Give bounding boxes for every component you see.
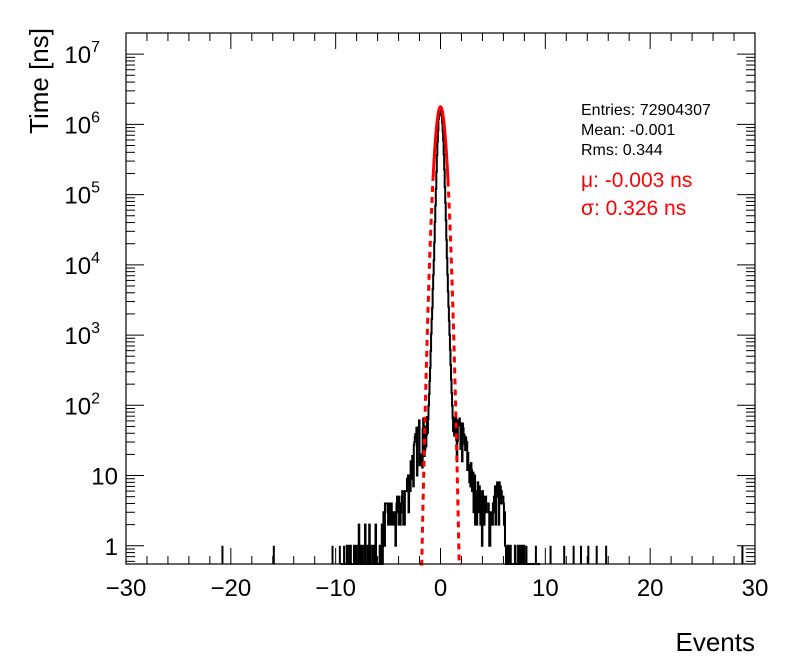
- x-tick-label: 0: [434, 575, 447, 602]
- stats-box: Entries: 72904307 Mean: -0.001 Rms: 0.34…: [581, 102, 711, 159]
- x-tick-label: 20: [637, 575, 664, 602]
- fit-curve-right-tail: [446, 180, 461, 566]
- y-tick-label-text: 106: [64, 109, 100, 139]
- x-tick-label: 30: [742, 575, 769, 602]
- y-tick-labels: 1 10 102 103 104 105 106 107: [64, 39, 118, 561]
- y-tick-label-text: 103: [64, 320, 100, 350]
- y-tick-label: 10: [91, 464, 118, 491]
- y-tick-label: 102: [64, 390, 100, 420]
- fit-mu-label: μ: -0.003 ns: [581, 169, 692, 192]
- y-tick-label: 1: [105, 534, 118, 561]
- y-tick-label-text: 104: [64, 250, 100, 280]
- stats-entries: Entries: 72904307: [581, 102, 711, 119]
- y-tick-label: 103: [64, 320, 100, 350]
- x-axis-title: Events: [676, 627, 756, 657]
- fit-results: μ: -0.003 ns σ: 0.326 ns: [581, 169, 692, 220]
- stats-rms: Rms: 0.344: [581, 142, 663, 159]
- stats-mean: Mean: -0.001: [581, 122, 675, 139]
- y-tick-label-text: 102: [64, 390, 100, 420]
- y-tick-label: 104: [64, 250, 100, 280]
- y-tick-label-text: 107: [64, 39, 100, 69]
- x-tick-label: −10: [315, 575, 356, 602]
- fit-sigma-label: σ: 0.326 ns: [581, 197, 686, 220]
- x-tick-label: −30: [106, 575, 147, 602]
- y-tick-label-text: 1: [105, 534, 118, 561]
- x-tick-label: −20: [210, 575, 251, 602]
- x-tick-labels: −30 −20 −10 0 10 20 30: [106, 575, 769, 602]
- y-axis-title: Time [ns]: [24, 28, 54, 134]
- y-tick-label: 107: [64, 39, 100, 69]
- y-tick-label-text: 105: [64, 180, 100, 210]
- y-tick-label: 106: [64, 109, 100, 139]
- y-tick-label: 105: [64, 180, 100, 210]
- plot-frame: [125, 32, 756, 565]
- fit-curve-core: [431, 105, 450, 181]
- x-tick-label: 10: [532, 575, 559, 602]
- gaussian-fit: [419, 105, 461, 566]
- y-tick-label-text: 10: [91, 464, 118, 491]
- fit-curve-left-tail: [419, 180, 435, 566]
